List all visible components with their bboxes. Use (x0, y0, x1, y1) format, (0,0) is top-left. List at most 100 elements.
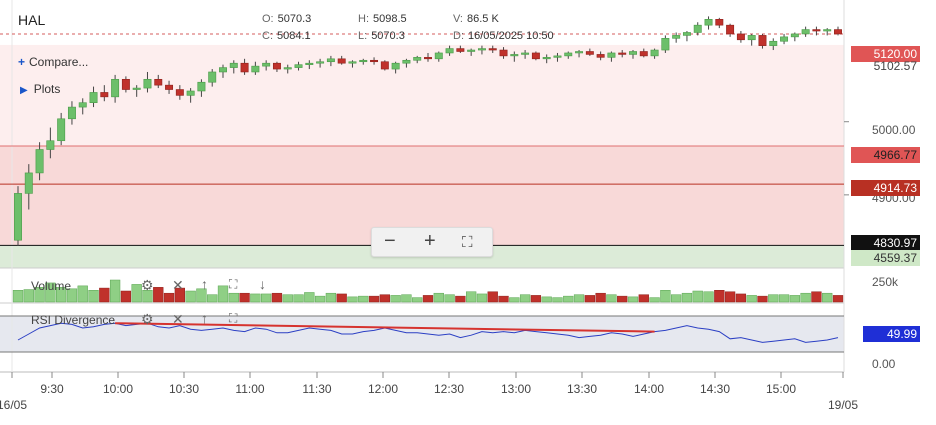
candle-body (801, 29, 810, 35)
expand-icon-rsi[interactable]: ⛶ (229, 311, 238, 325)
time-label: 11:00 (235, 382, 265, 396)
triangle-right-icon: ▶ (20, 85, 28, 96)
candle-body (251, 65, 260, 73)
candle-body (316, 61, 325, 64)
gear-icon-rsi[interactable]: ⚙ (141, 311, 154, 327)
candle-body (585, 51, 594, 55)
volume-bar (541, 296, 552, 303)
volume-bar (153, 287, 164, 303)
candle-body (262, 62, 271, 67)
volume-study-label: Volume (31, 279, 72, 293)
candle-body (14, 193, 22, 241)
divergence-line (115, 322, 655, 333)
candle-body (790, 33, 799, 38)
candle-body (89, 92, 98, 103)
volume-bar (455, 295, 466, 303)
candle-body (672, 35, 681, 39)
price-label-5102: 5102.57 (873, 59, 917, 73)
volume-bar (23, 289, 34, 303)
volume-bar (56, 287, 67, 303)
arrow-up-icon[interactable]: ↑ (201, 276, 208, 292)
candle-body (402, 59, 411, 64)
volume-bar (325, 292, 337, 303)
candle-body (715, 19, 724, 26)
candle-body (596, 54, 605, 58)
candle-body (758, 35, 767, 46)
candle-body (348, 61, 357, 64)
candle-body (736, 33, 745, 41)
plots-button[interactable]: ▶ Plots (20, 82, 61, 96)
candle-body (477, 48, 486, 51)
candle-body (639, 51, 648, 57)
candle-body (564, 52, 573, 57)
volume-bar (466, 291, 477, 303)
volume-bar (757, 295, 768, 303)
candle-body (240, 62, 249, 73)
candle-body (618, 52, 627, 55)
volume-bar (509, 297, 520, 303)
volume-bar (131, 284, 142, 303)
arrow-down-icon[interactable]: ↓ (259, 276, 266, 292)
volume-bar (768, 294, 779, 303)
candle-body (154, 78, 163, 86)
volume-bar (66, 288, 78, 303)
candle-body (488, 48, 497, 51)
candle-body (521, 52, 530, 55)
arrow-up-icon-rsi[interactable]: ↑ (201, 310, 208, 326)
candle-body (823, 29, 832, 32)
candle-body (175, 89, 184, 96)
volume-bar (77, 285, 88, 303)
time-label: 19/05 (827, 398, 859, 412)
candle-body (467, 49, 476, 52)
volume-bar (34, 287, 45, 303)
candle-body (35, 149, 44, 174)
chart-gridlines (0, 0, 845, 373)
candle-body (208, 71, 217, 83)
fullscreen-icon[interactable]: ⛶ (462, 234, 473, 251)
volume-bar (649, 297, 660, 303)
volume-bar (347, 296, 358, 303)
volume-bar (12, 290, 24, 303)
ohlc-high: H: 5098.5 (358, 13, 407, 25)
gear-icon[interactable]: ⚙ (141, 277, 154, 293)
volume-bar (584, 295, 595, 303)
volume-bar (822, 292, 833, 303)
zoom-out-icon[interactable]: − (384, 230, 396, 252)
rsi-study-label: RSI Divergence (31, 313, 116, 327)
candle-body (305, 62, 314, 65)
close-icon[interactable]: ✕ (172, 277, 184, 293)
volume-bar (412, 297, 423, 303)
volume-bar (228, 292, 239, 303)
volume-bar (185, 290, 196, 303)
volume-bar (681, 292, 693, 303)
price-label-4914: 4914.73 (851, 180, 920, 196)
ohlc-close: C: 5084.1 (262, 30, 311, 42)
volume-bar (293, 294, 304, 303)
volume-bar (368, 295, 380, 303)
candle-body (229, 62, 238, 68)
expand-icon[interactable]: ⛶ (229, 277, 238, 291)
candle-body (391, 62, 400, 70)
volume-bar (358, 295, 369, 303)
time-label: 15:00 (765, 382, 797, 396)
candle-body (575, 51, 584, 54)
volume-bar (660, 290, 671, 303)
candle-body (682, 32, 691, 36)
price-label-current: 5120.00 (851, 46, 920, 62)
volume-bar (724, 291, 736, 303)
close-icon-rsi[interactable]: ✕ (172, 311, 184, 327)
zoom-in-icon[interactable]: + (424, 230, 436, 252)
volume-bar (692, 290, 703, 303)
volume-bar (433, 292, 444, 303)
volume-bar (800, 292, 811, 303)
volume-bar (552, 297, 563, 303)
volume-bar (703, 291, 714, 303)
time-label: 9:30 (40, 382, 64, 396)
candlestick-series (14, 16, 842, 247)
zoom-controls: − + ⛶ (371, 227, 493, 257)
compare-button[interactable]: + Compare... (18, 55, 89, 69)
volume-bar (498, 295, 509, 303)
candle-body (747, 35, 756, 41)
volume-bar (45, 282, 56, 303)
time-label: 10:00 (102, 382, 134, 396)
